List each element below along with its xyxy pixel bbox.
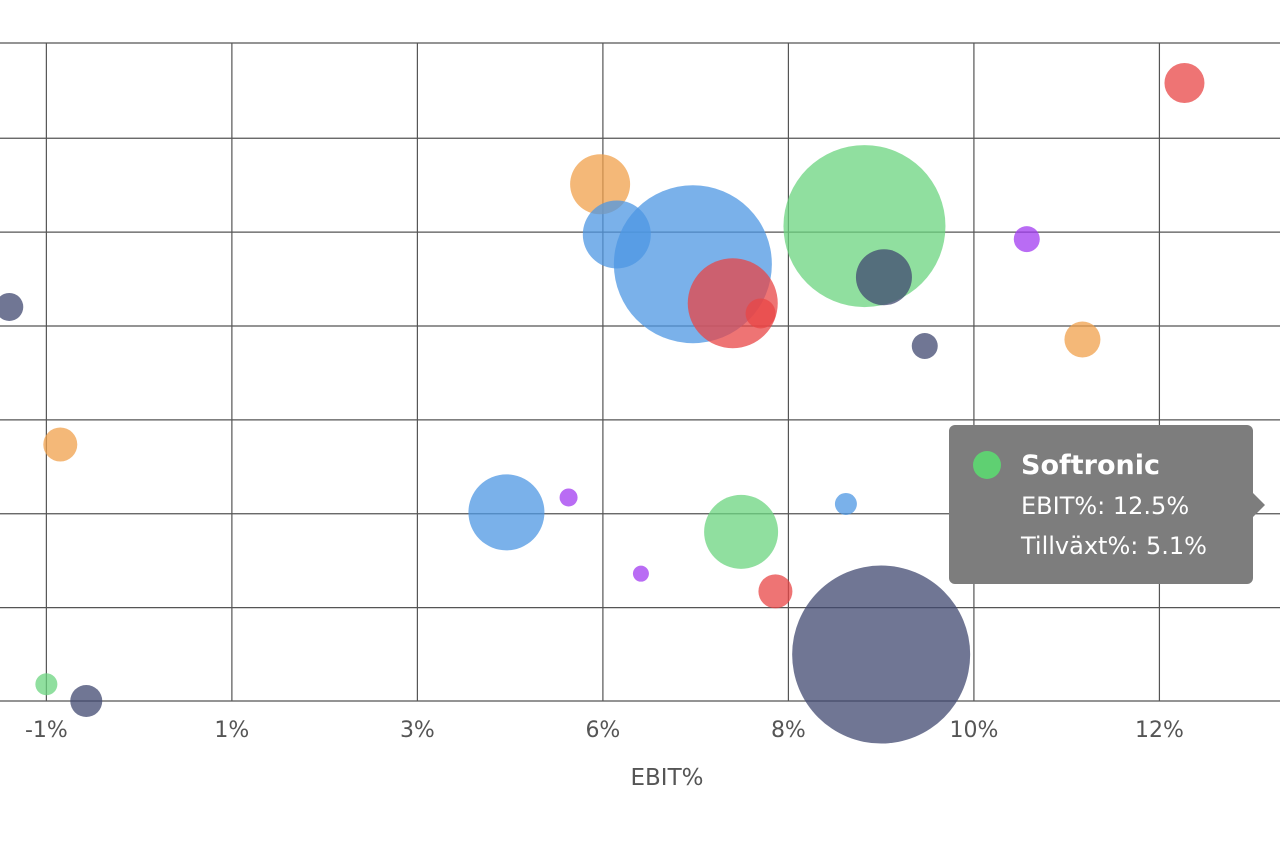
tooltip-ebit-value: EBIT%: 12.5% xyxy=(1021,492,1190,520)
bubble-point-14 xyxy=(834,492,857,515)
x-tick-label-6: 12% xyxy=(1135,718,1184,743)
bubble-point-16 xyxy=(855,249,912,306)
tooltip-series-dot xyxy=(973,451,1001,479)
bubble-point-18 xyxy=(911,332,938,359)
x-tick-label-4: 8% xyxy=(771,718,806,743)
bubble-point-0 xyxy=(0,292,24,321)
x-tick-labels: -1% 1% 3% 6% 8% 10% 12% xyxy=(25,718,1184,743)
bubbles xyxy=(0,62,1205,744)
bubble-point-13 xyxy=(758,574,793,609)
bubble-point-5 xyxy=(559,488,578,507)
bubble-point-20 xyxy=(1064,321,1101,358)
bubble-point-11 xyxy=(745,298,776,329)
x-tick-label-1: 1% xyxy=(214,718,249,743)
hover-tooltip: Softronic EBIT%: 12.5% Tillväxt%: 5.1% xyxy=(949,425,1265,584)
x-tick-label-0: -1% xyxy=(25,718,68,743)
tooltip-company-name: Softronic xyxy=(1021,449,1160,481)
bubble-point-8 xyxy=(632,565,649,582)
x-tick-label-2: 3% xyxy=(400,718,435,743)
tooltip-title-row: Softronic xyxy=(973,447,1253,483)
bubble-point-19 xyxy=(1013,226,1040,253)
tooltip-growth-value: Tillväxt%: 5.1% xyxy=(1021,532,1207,560)
bubble-point-4 xyxy=(468,474,545,551)
grid-lines xyxy=(0,42,1280,702)
bubble-point-3 xyxy=(70,685,103,717)
x-tick-label-3: 6% xyxy=(585,718,620,743)
tooltip-arrow xyxy=(1253,493,1265,517)
bubble-point-1 xyxy=(43,427,78,462)
x-tick-label-5: 10% xyxy=(949,718,998,743)
bubble-point-17 xyxy=(792,565,971,744)
bubble-point-21 xyxy=(1164,62,1205,103)
bubble-point-12 xyxy=(704,494,779,569)
x-axis-title: EBIT% xyxy=(631,765,704,791)
bubble-point-2 xyxy=(35,673,58,696)
bubble-point-6 xyxy=(570,154,631,215)
